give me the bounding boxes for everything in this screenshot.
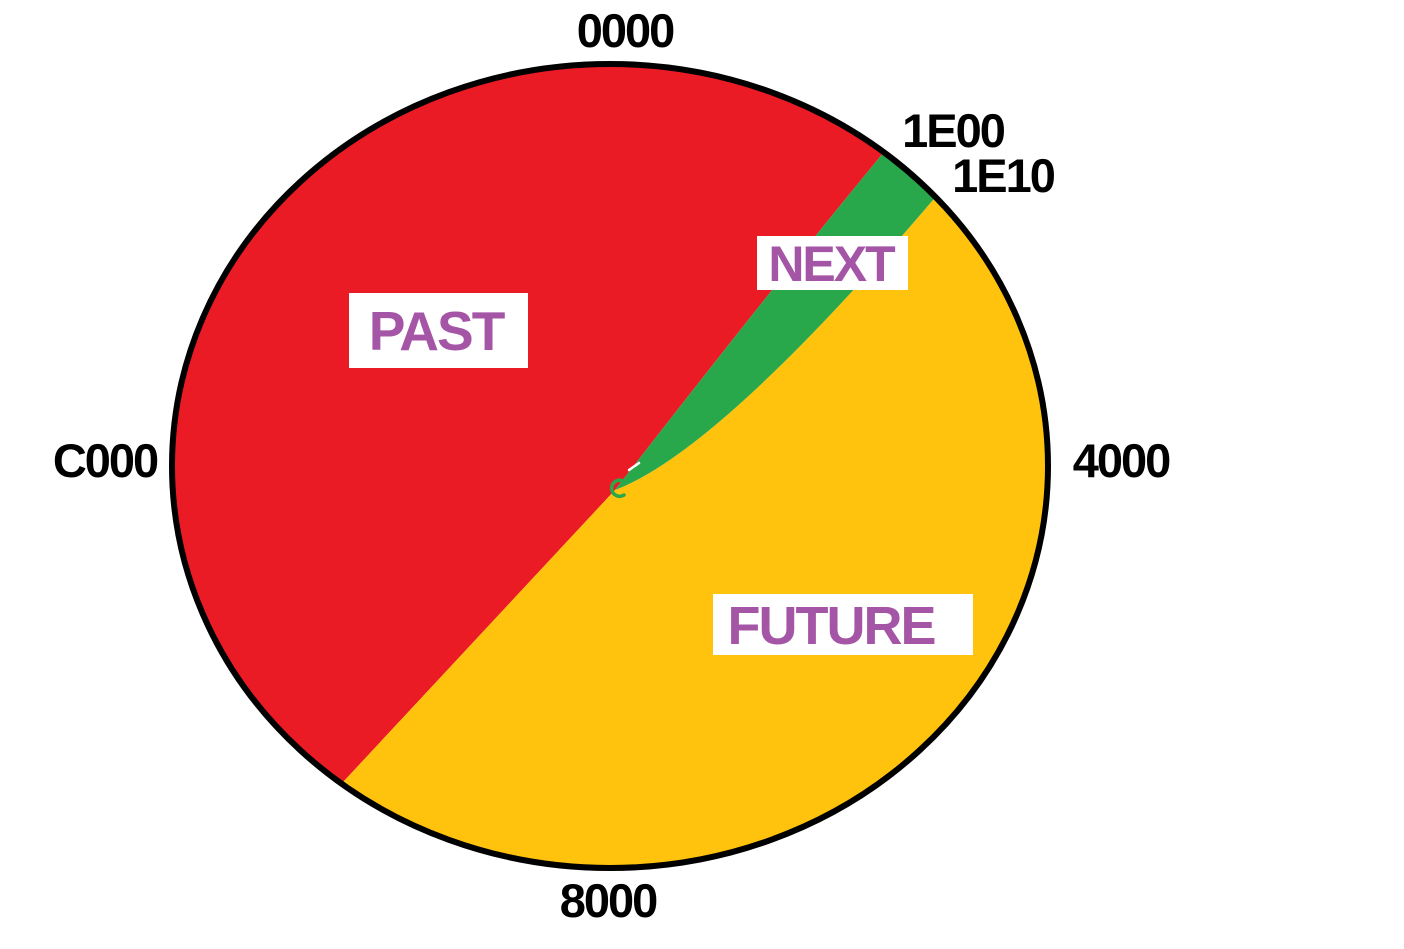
tick-label-1E00: 1E00: [902, 104, 1005, 157]
future-label: FUTURE: [728, 596, 935, 656]
past-sector: [170, 62, 884, 784]
next-label: NEXT: [768, 236, 895, 292]
next-label-box: [757, 236, 908, 290]
future-sector: [341, 197, 1048, 868]
past-label: PAST: [369, 300, 505, 362]
tick-label-4000: 4000: [1073, 434, 1170, 487]
center-white-slash: [627, 461, 641, 472]
tick-label-0000: 0000: [577, 4, 674, 57]
tick-label-1E10: 1E10: [952, 149, 1055, 202]
tick-label-8000: 8000: [560, 874, 657, 927]
next-sector-tip-curl: [609, 478, 626, 499]
tick-label-C000: C000: [53, 434, 158, 487]
future-label-box: [713, 594, 973, 655]
wheel-outline: [169, 61, 1051, 871]
past-label-box: [349, 293, 528, 368]
